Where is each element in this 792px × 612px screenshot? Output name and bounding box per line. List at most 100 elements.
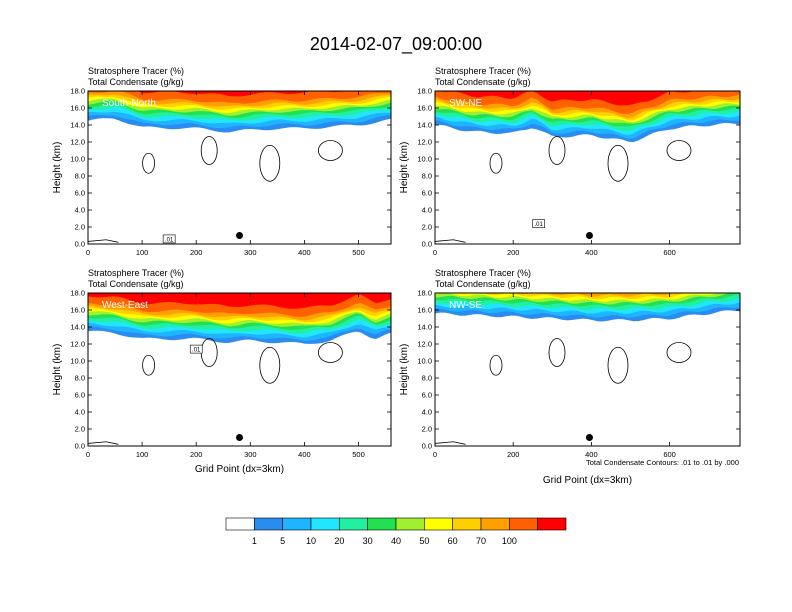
x-tick-label: 0: [86, 248, 90, 257]
x-tick-label: 500: [352, 248, 365, 257]
y-tick-label: 10.0: [417, 155, 432, 164]
condensate-contour: [607, 144, 629, 182]
y-axis-title: Height (km): [52, 344, 63, 396]
panel-title-line1: Stratosphere Tracer (%): [435, 66, 531, 76]
contour-label: .01: [192, 348, 201, 354]
condensate-contour: [200, 136, 218, 165]
tracer-field: [88, 91, 391, 133]
y-tick-label: 18.0: [70, 87, 85, 96]
colorbar-swatch: [395, 517, 425, 531]
y-tick-label: 6.0: [422, 189, 432, 198]
y-tick-label: 4.0: [422, 206, 432, 215]
contour-label-box: [532, 219, 545, 228]
y-tick-label: 0.0: [422, 442, 432, 451]
location-marker: [585, 434, 593, 441]
y-tick-label: 6.0: [75, 189, 85, 198]
x-tick-label: 600: [663, 450, 676, 459]
y-axis-title: Height (km): [399, 344, 410, 396]
panel-title-line2: Total Condensate (g/kg): [88, 77, 184, 87]
colorbar-swatch: [225, 517, 255, 531]
x-tick-label: 200: [507, 450, 520, 459]
x-tick-label: 0: [433, 248, 437, 257]
y-axis-title: Height (km): [52, 142, 63, 194]
tracer-field: [435, 293, 740, 322]
x-tick-label: 400: [298, 248, 311, 257]
colorbar-label: 60: [448, 536, 458, 546]
contour-label-box: [162, 234, 176, 244]
condensate-contour: [548, 338, 566, 367]
y-tick-label: 2.0: [75, 425, 85, 434]
y-tick-label: 16.0: [70, 104, 85, 113]
colorbar-swatch: [480, 517, 510, 531]
y-tick-label: 8.0: [75, 172, 85, 181]
contour-label: .01: [534, 222, 543, 228]
y-tick-label: 14.0: [417, 121, 432, 130]
x-tick-label: 200: [507, 248, 520, 257]
colorbar-swatch: [367, 517, 397, 531]
condensate-contour: [317, 342, 343, 363]
y-tick-label: 0.0: [75, 240, 85, 249]
panel-title-line2: Total Condensate (g/kg): [88, 279, 184, 289]
panel-sw-ne: .01 0.0 2.0 4.0 6.0 8.0 10.0 12.0 14.0 16.0 18.0 0 2…: [399, 66, 741, 257]
y-tick-label: 8.0: [422, 172, 432, 181]
y-tick-label: 2.0: [75, 223, 85, 232]
y-tick-label: 0.0: [422, 240, 432, 249]
colorbar-swatch: [452, 517, 482, 531]
x-tick-label: 100: [136, 450, 149, 459]
y-axis-title: Height (km): [399, 142, 410, 194]
condensate-contour: [259, 346, 281, 384]
x-tick-label: 0: [433, 450, 437, 459]
panel-title-line2: Total Condensate (g/kg): [435, 77, 531, 87]
colorbar: 1 5 10 20 30 40 50 60 70 100: [225, 517, 567, 546]
condensate-contour: [489, 152, 503, 174]
x-tick-label: 400: [585, 450, 598, 459]
y-tick-label: 6.0: [75, 391, 85, 400]
y-tick-label: 12.0: [417, 340, 432, 349]
y-tick-label: 2.0: [422, 425, 432, 434]
colorbar-label: 30: [363, 536, 373, 546]
figure-title: 2014-02-07_09:00:00: [310, 34, 482, 55]
panel-title-line1: Stratosphere Tracer (%): [435, 268, 531, 278]
terrain-contour: [435, 441, 466, 445]
contour-label: .01: [165, 237, 174, 243]
y-tick-label: 4.0: [75, 206, 85, 215]
y-tick-label: 18.0: [417, 87, 432, 96]
x-tick-label: 0: [86, 450, 90, 459]
tracer-level-11: [88, 293, 391, 309]
panels-group: .01 0.0 2.0 4.0 6.0 8.0 10.0 12.0 14.0 16.0 18.0 0 1…: [52, 66, 741, 486]
condensate-contour: [548, 136, 566, 165]
y-tick-label: 12.0: [70, 138, 85, 147]
contour-label-box: [189, 344, 203, 354]
contour-footnote: Total Condensate Contours: .01 to .01 by…: [586, 458, 739, 467]
x-axis-title: Grid Point (dx=3km): [543, 475, 632, 486]
y-tick-label: 12.0: [417, 138, 432, 147]
condensate-contour: [259, 144, 281, 182]
panel-south-north: .01 0.0 2.0 4.0 6.0 8.0 10.0 12.0 14.0 16.0 18.0 0 1…: [52, 66, 392, 257]
plot-frame: [87, 90, 392, 245]
x-tick-label: 200: [190, 450, 203, 459]
x-tick-label: 400: [298, 450, 311, 459]
condensate-contours: [435, 338, 692, 445]
condensate-contour: [317, 140, 343, 161]
colorbar-label: 1: [252, 536, 257, 546]
plot-frame: [434, 90, 741, 245]
y-tick-label: 8.0: [422, 374, 432, 383]
panel-label: West-East: [102, 300, 148, 311]
colorbar-label: 50: [419, 536, 429, 546]
y-tick-label: 18.0: [70, 289, 85, 298]
tracer-level-11: [88, 91, 391, 97]
condensate-contour: [607, 346, 629, 384]
y-tick-label: 8.0: [75, 374, 85, 383]
x-tick-label: 300: [244, 248, 257, 257]
x-tick-label: 400: [585, 248, 598, 257]
colorbar-label: 70: [476, 536, 486, 546]
terrain-contour: [88, 441, 119, 445]
tracer-level-9: [435, 293, 740, 297]
colorbar-swatch: [310, 517, 340, 531]
y-tick-label: 0.0: [75, 442, 85, 451]
panel-title-line1: Stratosphere Tracer (%): [88, 268, 184, 278]
y-tick-label: 18.0: [417, 289, 432, 298]
x-tick-label: 300: [244, 450, 257, 459]
condensate-contour: [489, 354, 503, 376]
x-tick-label: 100: [136, 248, 149, 257]
